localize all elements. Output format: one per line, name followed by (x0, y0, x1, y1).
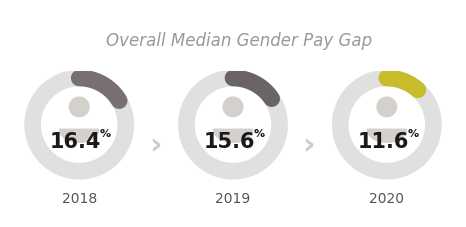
Polygon shape (213, 129, 253, 142)
Text: 16.4: 16.4 (50, 132, 101, 152)
Circle shape (377, 97, 397, 117)
Circle shape (223, 97, 243, 117)
Text: %: % (100, 129, 111, 139)
Text: %: % (407, 129, 418, 139)
Text: 2019: 2019 (215, 192, 251, 206)
Circle shape (69, 97, 89, 117)
Text: 2018: 2018 (62, 192, 97, 206)
Text: ›: › (302, 131, 315, 160)
Text: 15.6: 15.6 (204, 132, 255, 152)
Text: Overall Median Gender Pay Gap: Overall Median Gender Pay Gap (106, 32, 372, 50)
Polygon shape (60, 129, 99, 142)
Polygon shape (367, 129, 406, 142)
Text: %: % (254, 129, 265, 139)
Text: 11.6: 11.6 (357, 132, 409, 152)
Text: 2020: 2020 (369, 192, 404, 206)
Text: ›: › (149, 131, 161, 160)
